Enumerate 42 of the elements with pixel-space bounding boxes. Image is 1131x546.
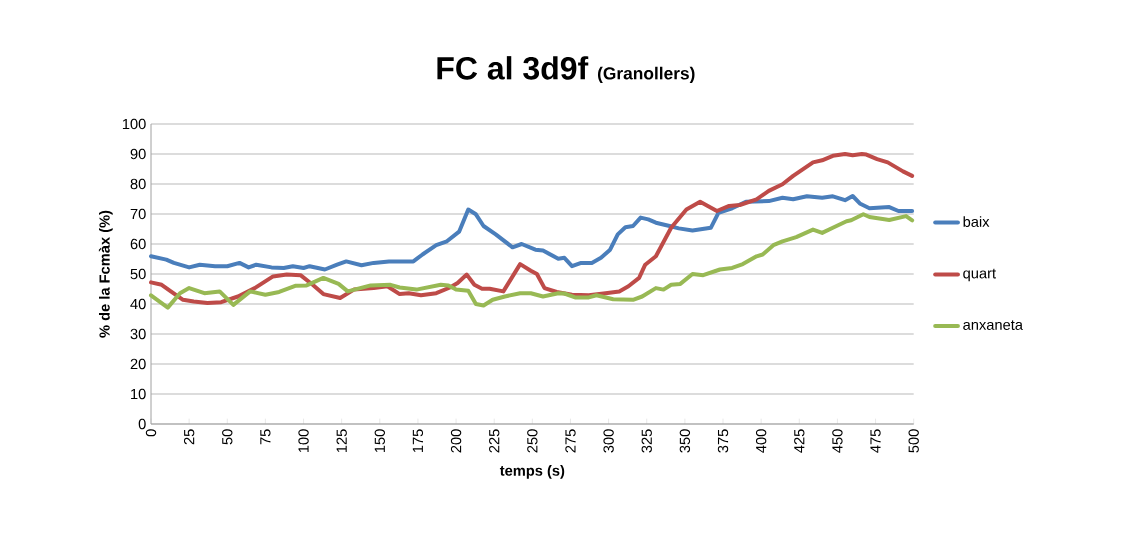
x-tick-label: 350 (679, 429, 691, 453)
x-tick-label: 75 (260, 429, 271, 445)
line-series (149, 212, 915, 310)
x-tick-label: 475 (870, 429, 881, 453)
y-tick-label: 80 (130, 178, 146, 190)
chart-subtitle: (Granollers) (597, 66, 695, 83)
line-series (149, 194, 915, 272)
legend-label: quart (963, 268, 996, 282)
x-tick-label: 100 (298, 429, 309, 453)
x-tick-label: 150 (374, 429, 385, 453)
x-tick-label: 250 (527, 429, 538, 453)
x-tick-label: 125 (336, 429, 347, 453)
y-tick-label: 40 (130, 298, 146, 310)
y-tick-label: 20 (130, 358, 146, 370)
legend-label: baix (963, 216, 990, 227)
x-tick-label: 175 (412, 429, 424, 453)
y-tick-label: 90 (130, 148, 146, 160)
x-tick-label: 200 (450, 429, 462, 453)
y-axis-title: % de la Fcmàx (%) (98, 210, 113, 338)
y-tick-label: 60 (130, 238, 146, 250)
chart-title: FC al 3d9f (437, 56, 589, 80)
y-tick-label: 0 (138, 418, 146, 430)
y-tick-label: 30 (130, 328, 146, 340)
x-tick-label: 325 (641, 429, 652, 453)
x-tick-label: 50 (222, 429, 233, 445)
x-tick-label: 225 (489, 429, 500, 453)
x-tick-label: 375 (717, 429, 729, 453)
x-axis-title: temps (s) (499, 465, 565, 479)
x-tick-label: 450 (832, 429, 843, 453)
x-tick-label: 300 (603, 429, 614, 453)
y-tick-label: 50 (130, 268, 146, 280)
x-tick-label: 400 (755, 429, 767, 453)
x-tick-label: 25 (183, 429, 195, 445)
y-tick-label: 10 (131, 388, 146, 400)
x-tick-label: 275 (565, 429, 576, 453)
line-series (149, 152, 915, 306)
x-tick-label: 500 (908, 429, 919, 453)
x-tick-label: 0 (145, 429, 157, 437)
y-tick-label: 70 (130, 208, 146, 220)
y-tick-label: 100 (122, 118, 146, 130)
legend-label: anxaneta (963, 320, 1023, 330)
x-tick-label: 425 (794, 429, 805, 453)
